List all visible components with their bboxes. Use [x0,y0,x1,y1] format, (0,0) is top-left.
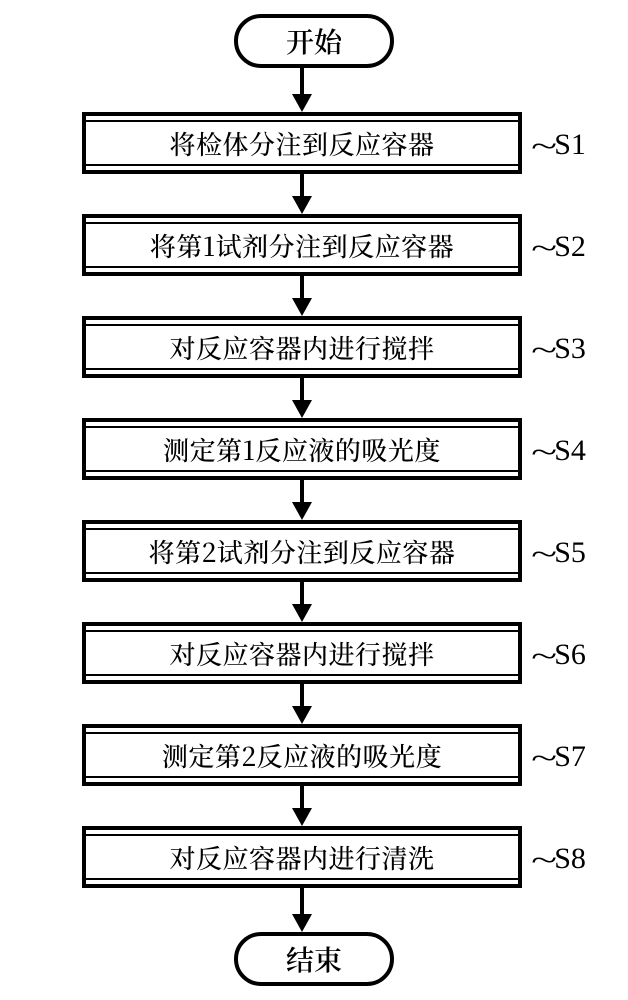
step-s5: 将第2试剂分注到反应容器 [82,520,522,582]
step-text: 将第1试剂分注到反应容器 [82,214,522,276]
arrowhead-icon [292,914,312,932]
arrowhead-icon [292,298,312,316]
arrowhead-icon [292,808,312,826]
arrowhead-icon [292,604,312,622]
step-text: 将第2试剂分注到反应容器 [82,520,522,582]
step-text: 对反应容器内进行清洗 [82,826,522,888]
arrowhead-icon [292,706,312,724]
arrowhead-icon [292,502,312,520]
terminator-start: 开始 [234,14,394,68]
step-s2: 将第1试剂分注到反应容器 [82,214,522,276]
step-label-s2: ~S2 [536,230,586,264]
step-text: 测定第2反应液的吸光度 [82,724,522,786]
step-label-s5: ~S5 [536,536,586,570]
step-s7: 测定第2反应液的吸光度 [82,724,522,786]
step-s4: 测定第1反应液的吸光度 [82,418,522,480]
arrowhead-icon [292,196,312,214]
step-label-s4: ~S4 [536,434,586,468]
step-label-s7: ~S7 [536,740,586,774]
step-text: 测定第1反应液的吸光度 [82,418,522,480]
step-label-s1: ~S1 [536,128,586,162]
step-label-s6: ~S6 [536,638,586,672]
arrowhead-icon [292,400,312,418]
terminator-end: 结束 [234,932,394,986]
flowchart-canvas: 开始将检体分注到反应容器 ~S1 将第1试剂分注到反应容器 ~S2 对反应容器内进行搅拌… [0,0,628,1000]
step-text: 将检体分注到反应容器 [82,112,522,174]
step-s8: 对反应容器内进行清洗 [82,826,522,888]
step-label-s8: ~S8 [536,842,586,876]
step-label-s3: ~S3 [536,332,586,366]
step-s3: 对反应容器内进行搅拌 [82,316,522,378]
arrowhead-icon [292,94,312,112]
step-s6: 对反应容器内进行搅拌 [82,622,522,684]
step-s1: 将检体分注到反应容器 [82,112,522,174]
step-text: 对反应容器内进行搅拌 [82,622,522,684]
step-text: 对反应容器内进行搅拌 [82,316,522,378]
